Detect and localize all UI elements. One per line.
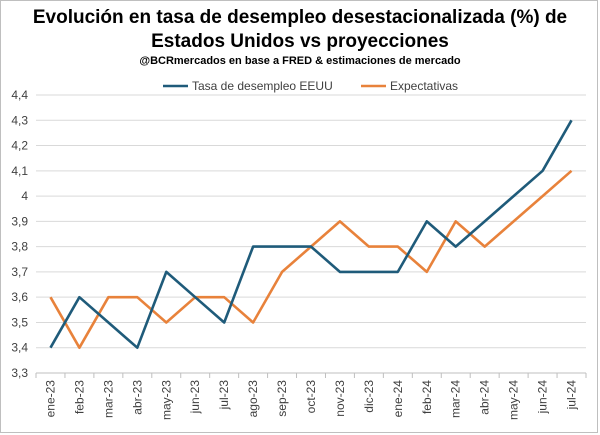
y-tick-label: 3,6 [11, 290, 28, 304]
y-tick-label: 4,2 [11, 139, 28, 153]
y-axis-ticks: 3,3 3,4 3,5 3,6 3,7 3,8 3,9 4 4,1 4,2 4,3 4,4 [11, 88, 28, 380]
x-axis: ene-23 feb-23 mar-23 abr-23 may-23 jun-23 jul-… [35, 372, 587, 420]
legend-label: Tasa de desempleo EEUU [192, 79, 333, 93]
y-tick-label: 4 [21, 189, 28, 203]
x-tick-label: jun-24 [536, 380, 550, 415]
y-tick-label: 4,3 [11, 113, 28, 127]
x-tick-label: ago-23 [246, 380, 260, 418]
x-tick-label: ene-23 [43, 380, 57, 418]
series-line [49, 169, 573, 350]
chart-subtitle: @BCRmercados en base a FRED & estimacion… [139, 55, 461, 67]
x-tick-label: nov-23 [333, 380, 347, 417]
series-line [49, 119, 573, 350]
legend-label: Expectativas [390, 79, 458, 93]
x-tick-label: sep-23 [275, 380, 289, 417]
grid-lines [36, 94, 586, 349]
x-tick-label: mar-23 [101, 380, 115, 418]
y-tick-label: 3,8 [11, 240, 28, 254]
x-tick-label: may-23 [159, 380, 173, 420]
y-tick-label: 3,4 [11, 341, 28, 355]
y-tick-label: 4,1 [11, 164, 28, 178]
y-tick-label: 3,5 [11, 315, 28, 329]
series-lines [49, 119, 573, 350]
x-tick-label: mar-24 [449, 380, 463, 418]
legend: Tasa de desempleo EEUU Expectativas [163, 79, 458, 93]
x-tick-label: abr-23 [130, 380, 144, 415]
y-tick-label: 3,7 [11, 265, 28, 279]
x-tick-label: feb-23 [72, 380, 86, 414]
y-tick-label: 3,9 [11, 214, 28, 228]
x-tick-label: dic-23 [362, 380, 376, 413]
x-tick-label: jul-24 [565, 380, 579, 411]
chart-title-line-1: Evolución en tasa de desempleo desestaci… [32, 7, 568, 28]
x-tick-label: oct-23 [304, 380, 318, 414]
x-tick-label: feb-24 [420, 380, 434, 414]
x-tick-label: jun-23 [188, 380, 202, 415]
x-tick-label: abr-24 [478, 380, 492, 415]
x-tick-label: jul-23 [217, 380, 231, 411]
y-tick-label: 4,4 [11, 88, 28, 102]
chart-title-line-2: Estados Unidos vs proyecciones [151, 31, 449, 52]
x-tick-label: may-24 [507, 380, 521, 420]
y-tick-label: 3,3 [11, 366, 28, 380]
x-tick-label: ene-24 [391, 380, 405, 418]
